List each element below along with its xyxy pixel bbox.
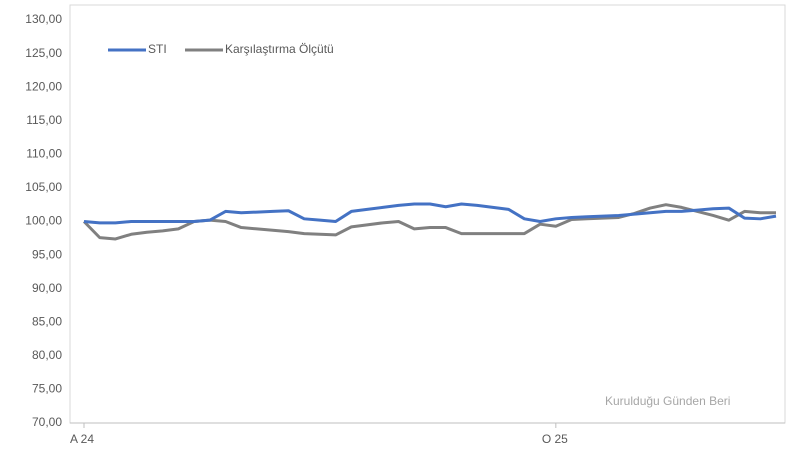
y-tick-label: 100,00 [25, 214, 62, 228]
x-tick-label: O 25 [542, 432, 568, 446]
x-tick-label: A 24 [70, 432, 94, 446]
y-tick-label: 90,00 [32, 281, 62, 295]
series-line [83, 202, 777, 225]
y-tick-label: 130,00 [25, 12, 62, 26]
annotation: Kurulduğu Günden Beri [605, 394, 730, 408]
plot-border [69, 4, 786, 424]
y-tick-label: 105,00 [25, 180, 62, 194]
legend-label: Karşılaştırma Ölçütü [225, 42, 334, 56]
y-tick-label: 85,00 [32, 314, 62, 328]
y-tick-label: 70,00 [32, 415, 62, 429]
y-tick-label: 80,00 [32, 348, 62, 362]
y-tick-label: 125,00 [25, 46, 62, 60]
y-tick-label: 120,00 [25, 79, 62, 93]
y-tick-label: 75,00 [32, 382, 62, 396]
y-tick-label: 115,00 [26, 113, 62, 127]
legend-label: STI [148, 42, 167, 56]
y-tick-label: 110,00 [26, 147, 62, 161]
y-tick-label: 95,00 [32, 247, 62, 261]
